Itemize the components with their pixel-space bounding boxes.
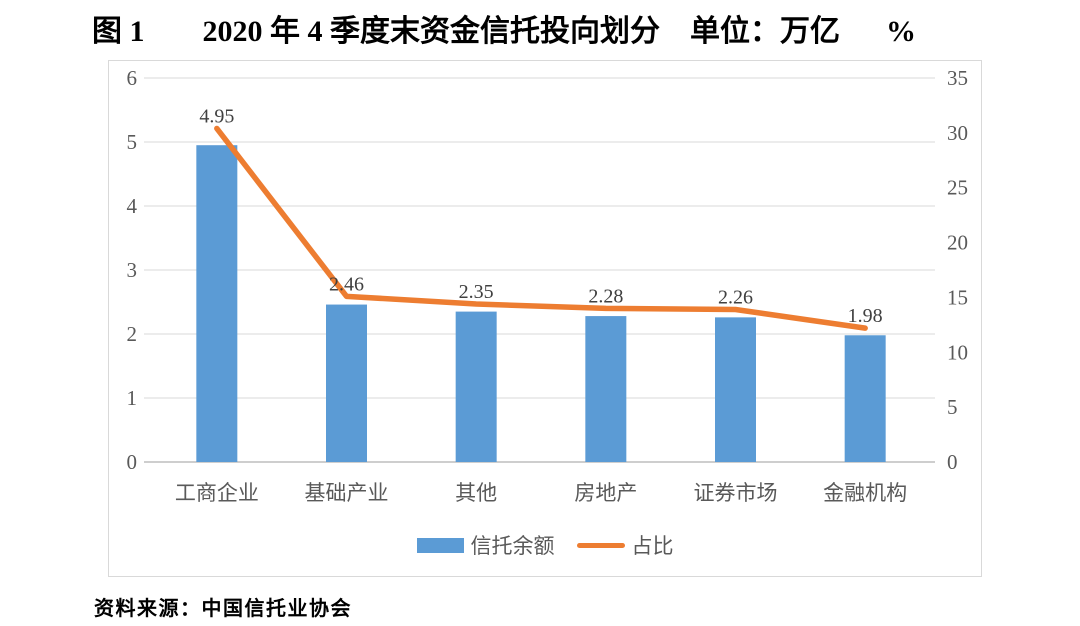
- right-axis-tick-label: 20: [947, 231, 968, 255]
- bar-value-label: 1.98: [848, 305, 883, 327]
- bar-value-label: 2.28: [588, 285, 623, 307]
- bar-5: [844, 335, 886, 462]
- left-axis-tick-label: 1: [127, 386, 138, 410]
- left-axis-tick-label: 6: [127, 66, 138, 90]
- right-axis-tick-label: 0: [947, 450, 958, 474]
- bar-3: [585, 316, 627, 462]
- bar-value-label: 2.46: [329, 273, 364, 295]
- category-label-1: 基础产业: [305, 481, 389, 505]
- right-axis-tick-label: 5: [947, 395, 958, 419]
- legend-label-ratio: 占比: [631, 534, 674, 558]
- right-axis-tick-label: 30: [947, 121, 968, 145]
- right-axis-tick-label: 35: [947, 66, 968, 90]
- legend-item-ratio: 占比: [576, 530, 674, 560]
- left-axis-tick-label: 2: [127, 322, 138, 346]
- right-axis-tick-label: 15: [947, 285, 968, 309]
- left-axis-tick-label: 3: [127, 258, 138, 282]
- category-label-2: 其他: [455, 481, 497, 505]
- category-label-5: 金融机构: [823, 481, 907, 505]
- bar-value-label: 2.35: [459, 281, 494, 303]
- chart-plot-frame: 4.95 2.46 2.35 2.28 2.26 1.98 0 1 2 3 4 5 6 0 5 10 15 20 2…: [108, 60, 982, 577]
- percent-unit-label: %: [886, 15, 916, 48]
- chart-legend: 信托余额 占比: [109, 531, 981, 559]
- bar-value-label: 4.95: [199, 105, 234, 127]
- ratio-line: [214, 125, 868, 331]
- category-label-0: 工商企业: [175, 481, 259, 505]
- bar-1: [326, 304, 367, 462]
- right-axis-tick-label: 25: [947, 176, 968, 200]
- bar-series-swatch: [416, 537, 464, 553]
- combo-chart: 4.95 2.46 2.35 2.28 2.26 1.98 0 1 2 3 4 5 6 0 5 10 15 20 2…: [127, 66, 969, 505]
- bar-0: [196, 145, 238, 462]
- bar-4: [715, 317, 756, 462]
- chart-title-text: 2020 年 4 季度末资金信托投向划分: [202, 15, 661, 48]
- right-axis-tick-label: 10: [947, 340, 968, 364]
- left-axis-tick-label: 0: [127, 450, 138, 474]
- category-label-3: 房地产: [574, 481, 637, 505]
- figure-label: 图 1: [92, 15, 145, 48]
- source-note: 资料来源：中国信托业协会: [94, 598, 352, 620]
- left-axis-tick-label: 4: [127, 194, 138, 218]
- category-label-4: 证券市场: [694, 481, 778, 505]
- unit-label: 单位：万亿: [690, 15, 840, 48]
- chart-title: 图 1 2020 年 4 季度末资金信托投向划分 单位：万亿 %: [92, 6, 1060, 50]
- left-axis-tick-label: 5: [127, 130, 138, 154]
- bar-2: [455, 311, 497, 462]
- line-series-swatch: [576, 542, 625, 548]
- legend-label-trust-balance: 信托余额: [470, 534, 555, 558]
- bar-value-label: 2.26: [718, 286, 753, 308]
- legend-item-trust-balance: 信托余额: [416, 530, 555, 560]
